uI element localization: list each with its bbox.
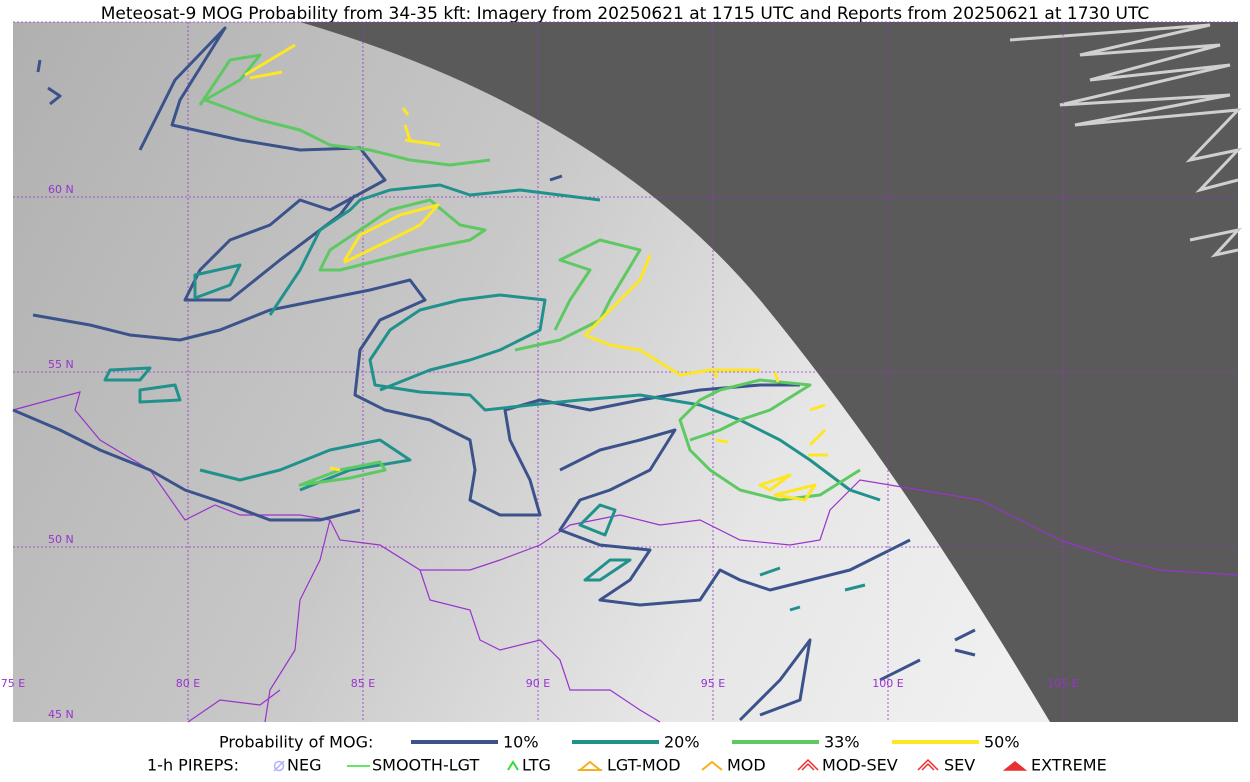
legend-symbol (1002, 761, 1028, 771)
lon-label: 90 E (526, 677, 550, 690)
legend-symbol (273, 760, 285, 772)
legend-symbol (577, 760, 603, 771)
legend-item: 10% (503, 733, 539, 752)
contours (12, 26, 976, 722)
legend-item: LGT-MOD (607, 756, 681, 775)
lat-label: 55 N (48, 358, 74, 371)
legend-symbol (701, 760, 723, 771)
space (300, 22, 1238, 722)
contour-20 (368, 293, 881, 502)
contour-50 (583, 254, 780, 383)
legend-symbol (507, 760, 519, 771)
legend: Probability of MOG: 10% 20% 33% 50% 1-h … (147, 733, 1107, 775)
contour-20 (103, 263, 412, 492)
legend-item: 20% (664, 733, 700, 752)
legend-label: 1-h PIREPS: (147, 756, 239, 775)
title: Meteosat-9 MOG Probability from 34-35 kf… (101, 4, 1150, 24)
map-labels: 60 N 55 N 50 N 45 N 75 E 80 E 85 E 90 E … (1, 183, 1079, 721)
contour-33 (198, 53, 491, 167)
lon-label: 95 E (701, 677, 725, 690)
lat-label: 60 N (48, 183, 74, 196)
legend-symbol (917, 758, 939, 771)
legend-item: NEG (287, 756, 321, 775)
lon-label: 80 E (176, 677, 200, 690)
contour-50 (244, 43, 296, 80)
legend-item: LTG (522, 756, 551, 775)
borders (12, 391, 1239, 723)
legend-item: MOD (727, 756, 766, 775)
legend-label: Probability of MOG: (219, 733, 373, 752)
lat-label: 50 N (48, 533, 74, 546)
legend-symbol (797, 758, 819, 771)
legend-item: SEV (944, 756, 975, 775)
contour-10 (36, 59, 976, 722)
contour-33 (298, 238, 642, 487)
lon-label: 75 E (1, 677, 25, 690)
contour-33 (318, 198, 487, 272)
lon-label: 85 E (351, 677, 375, 690)
contour-50 (343, 203, 440, 264)
contour-10 (12, 408, 361, 522)
contour-20 (578, 503, 866, 612)
contour-10 (558, 428, 911, 607)
lon-label: 105 E (1047, 677, 1078, 690)
contour-33 (678, 378, 861, 502)
legend-item: 33% (824, 733, 860, 752)
lon-label: 100 E (872, 677, 903, 690)
contour-10 (138, 26, 387, 302)
map: 60 N 55 N 50 N 45 N 75 E 80 E 85 E 90 E … (1, 21, 1243, 723)
contour-50 (329, 107, 828, 502)
legend-item: SMOOTH-LGT (372, 756, 479, 775)
legend-symbol (273, 760, 285, 772)
graticule (13, 21, 1238, 722)
legend-item: EXTREME (1031, 756, 1107, 775)
lat-label: 45 N (48, 708, 74, 721)
legend-item: 50% (984, 733, 1020, 752)
legend-item: MOD-SEV (822, 756, 898, 775)
contour-20 (268, 183, 601, 316)
limb-artifacts (1009, 23, 1243, 258)
